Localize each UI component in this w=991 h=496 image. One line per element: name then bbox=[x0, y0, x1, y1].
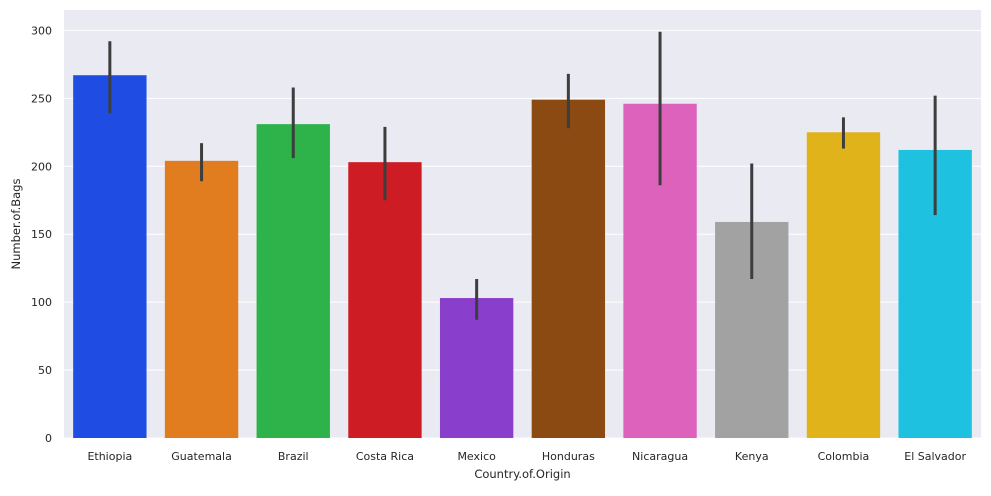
bar-mexico bbox=[439, 298, 514, 438]
y-tick-label: 100 bbox=[31, 296, 52, 309]
bar-ethiopia bbox=[73, 75, 147, 438]
x-tick-label: Colombia bbox=[818, 450, 870, 463]
x-tick-labels: Ethiopia Guatemala Brazil Costa Rica Mexico H… bbox=[87, 450, 966, 463]
y-tick-label: 150 bbox=[31, 228, 52, 241]
error-bars bbox=[108, 31, 937, 320]
bar-brazil bbox=[256, 124, 330, 438]
y-tick-label: 0 bbox=[45, 432, 52, 445]
x-tick-label: El Salvador bbox=[904, 450, 966, 463]
x-tick-label: Nicaragua bbox=[632, 450, 688, 463]
x-axis-label: Country.of.Origin bbox=[474, 467, 570, 481]
x-tick-label: Kenya bbox=[735, 450, 769, 463]
bars bbox=[73, 75, 972, 439]
y-tick-label: 300 bbox=[31, 24, 52, 37]
x-tick-label: Honduras bbox=[542, 450, 595, 463]
x-tick-label: Guatemala bbox=[171, 450, 232, 463]
bar-honduras bbox=[531, 99, 606, 438]
y-tick-label: 250 bbox=[31, 92, 52, 105]
x-tick-label: Costa Rica bbox=[356, 450, 414, 463]
y-tick-label: 200 bbox=[31, 160, 52, 173]
bar-costa-rica bbox=[348, 162, 422, 438]
bar-colombia bbox=[806, 132, 881, 439]
y-tick-labels: 0 50 100 150 200 250 300 bbox=[31, 24, 52, 445]
x-tick-label: Mexico bbox=[457, 450, 496, 463]
x-tick-label: Ethiopia bbox=[87, 450, 132, 463]
x-tick-label: Brazil bbox=[278, 450, 309, 463]
bar-guatemala bbox=[164, 160, 239, 439]
y-axis-label: Number.of.Bags bbox=[9, 179, 23, 270]
y-tick-label: 50 bbox=[38, 364, 52, 377]
